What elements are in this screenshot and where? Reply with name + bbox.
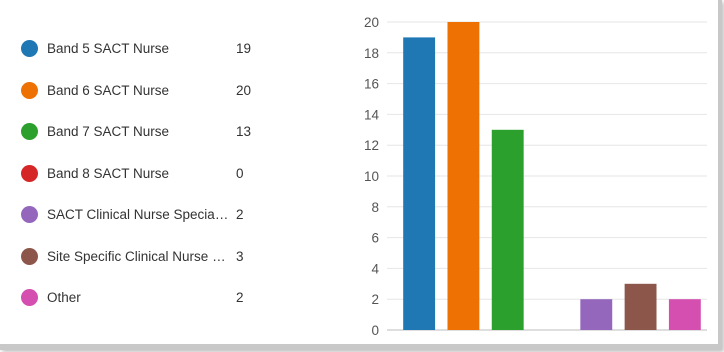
chart-legend: Band 5 SACT Nurse 19 Band 6 SACT Nurse 2… [18,28,258,319]
y-tick-label: 2 [371,292,379,307]
y-tick-label: 16 [364,77,379,92]
legend-label: Band 5 SACT Nurse [47,41,170,57]
y-tick-label: 20 [364,15,379,30]
y-tick-label: 18 [364,46,379,61]
legend-item-other[interactable]: Other 2 [18,277,258,319]
y-tick-label: 8 [371,200,379,215]
legend-swatch [21,164,38,182]
y-tick-label: 14 [364,107,380,122]
legend-item-band8[interactable]: Band 8 SACT Nurse 0 [18,153,258,195]
legend-item-sact-cns[interactable]: SACT Clinical Nurse Specialist 2 [18,194,258,236]
legend-label: SACT Clinical Nurse Specialist [47,207,230,223]
legend-item-site-specific-cns[interactable]: Site Specific Clinical Nurse Speci... 3 [18,236,258,278]
bar-chart: 0 2 4 6 8 10 12 14 16 18 20 [364,15,707,338]
y-tick-label: 0 [371,323,379,338]
legend-swatch [21,81,38,99]
legend-item-band7[interactable]: Band 7 SACT Nurse 13 [18,111,258,153]
bar [580,299,613,330]
legend-swatch [21,206,38,224]
legend-label: Site Specific Clinical Nurse Speci... [47,248,230,264]
y-tick-label: 4 [371,261,379,276]
legend-label: Other [47,290,81,306]
y-tick-label: 6 [371,231,379,246]
y-tick-label: 12 [364,138,379,153]
legend-value: 20 [236,82,252,98]
legend-value: 13 [236,124,252,140]
legend-swatch [21,40,38,58]
bar [447,22,480,330]
legend-label: Band 7 SACT Nurse [47,124,170,140]
y-tick-label: 10 [364,169,379,184]
legend-swatch [21,289,38,307]
legend-label: Band 8 SACT Nurse [47,165,170,181]
bar [491,129,524,330]
legend-swatch [21,123,38,141]
legend-item-band5[interactable]: Band 5 SACT Nurse 19 [18,28,258,70]
legend-value: 0 [236,165,244,181]
legend-item-band6[interactable]: Band 6 SACT Nurse 20 [18,70,258,112]
legend-value: 2 [236,207,244,223]
bar [403,37,436,331]
legend-value: 19 [236,41,252,57]
legend-value: 2 [236,290,244,306]
bar [624,283,657,330]
legend-value: 3 [236,248,244,264]
legend-swatch [21,247,38,265]
bar [668,299,701,330]
legend-label: Band 6 SACT Nurse [47,82,170,98]
